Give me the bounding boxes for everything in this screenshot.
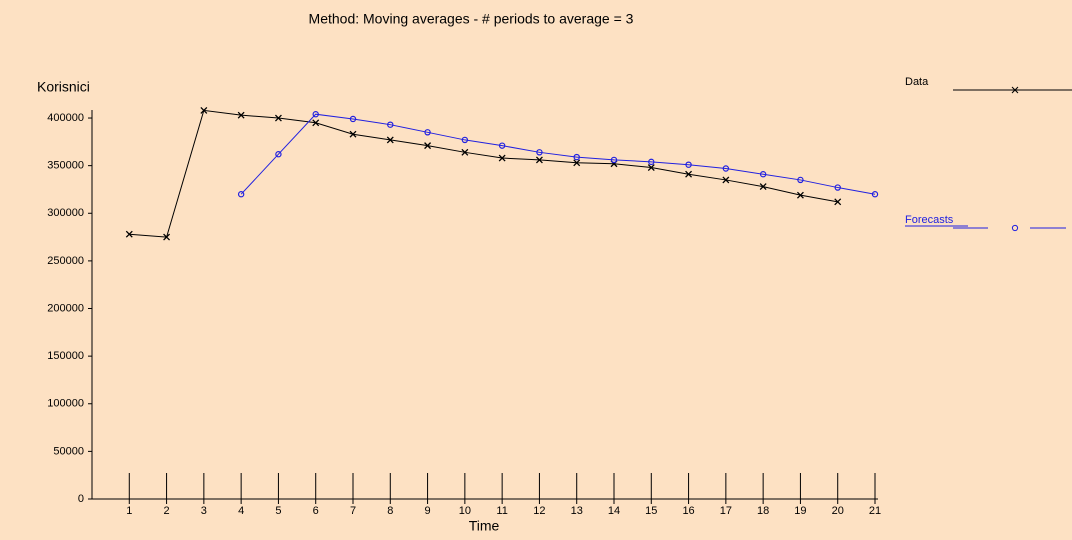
y-tick-label: 0 bbox=[78, 493, 84, 505]
x-tick-label: 11 bbox=[496, 505, 507, 517]
data-point bbox=[387, 121, 394, 128]
x-tick-label: 8 bbox=[387, 505, 393, 517]
x-tick-label: 21 bbox=[869, 505, 881, 517]
data-point bbox=[722, 165, 730, 172]
data-point bbox=[573, 153, 580, 161]
x-tick-label: 19 bbox=[794, 505, 806, 517]
x-tick-label: 9 bbox=[425, 505, 431, 517]
data-point bbox=[536, 149, 543, 156]
x-tick-label: 15 bbox=[645, 505, 657, 517]
y-tick-label: 50000 bbox=[53, 445, 84, 457]
x-tick-label: 2 bbox=[164, 505, 170, 517]
x-tick-label: 13 bbox=[571, 505, 583, 517]
data-point bbox=[274, 114, 282, 122]
data-point bbox=[498, 154, 506, 162]
y-tick-label: 350000 bbox=[47, 160, 84, 172]
data-point bbox=[647, 164, 655, 172]
data-point bbox=[424, 142, 432, 150]
chart-title: Method: Moving averages - # periods to a… bbox=[309, 11, 634, 27]
data-point bbox=[386, 136, 394, 144]
x-tick-label: 5 bbox=[275, 505, 281, 517]
data-point bbox=[797, 176, 804, 184]
x-tick-label: 10 bbox=[459, 505, 471, 517]
data-point bbox=[685, 170, 693, 178]
x-tick-label: 12 bbox=[533, 505, 545, 517]
data-point bbox=[349, 115, 357, 123]
data-point bbox=[759, 171, 767, 178]
y-tick-label: 100000 bbox=[47, 398, 84, 410]
legend-label: Data bbox=[905, 76, 929, 88]
x-tick-label: 7 bbox=[350, 505, 356, 517]
x-tick-label: 17 bbox=[720, 505, 732, 517]
data-point bbox=[759, 183, 767, 191]
y-tick-label: 400000 bbox=[47, 112, 84, 124]
x-axis-label: Time bbox=[469, 518, 500, 534]
data-point bbox=[275, 151, 282, 158]
data-point bbox=[834, 198, 842, 206]
x-tick-label: 14 bbox=[608, 505, 620, 517]
series-line bbox=[129, 109, 838, 238]
x-tick-label: 1 bbox=[126, 505, 132, 517]
series-line bbox=[240, 113, 876, 195]
data-point bbox=[796, 191, 804, 199]
data-point bbox=[722, 176, 730, 184]
legend-marker bbox=[1011, 86, 1019, 94]
y-tick-label: 200000 bbox=[47, 302, 84, 314]
x-tick-label: 6 bbox=[313, 505, 319, 517]
data-point bbox=[461, 136, 469, 144]
y-axis-label: Korisnici bbox=[37, 79, 90, 95]
x-tick-label: 4 bbox=[238, 505, 244, 517]
y-tick-label: 150000 bbox=[47, 350, 84, 362]
data-point bbox=[685, 161, 692, 168]
data-point bbox=[498, 142, 506, 149]
x-tick-label: 20 bbox=[832, 505, 844, 517]
x-tick-label: 16 bbox=[682, 505, 694, 517]
data-point bbox=[200, 106, 208, 114]
y-tick-label: 300000 bbox=[47, 207, 84, 219]
data-point bbox=[834, 184, 841, 191]
data-point bbox=[424, 129, 431, 136]
data-point bbox=[535, 156, 543, 164]
data-point bbox=[648, 158, 655, 166]
data-point bbox=[610, 156, 618, 164]
data-point bbox=[573, 159, 581, 167]
data-point bbox=[312, 119, 320, 127]
x-tick-label: 18 bbox=[757, 505, 769, 517]
legend-label: Forecasts bbox=[905, 214, 954, 226]
data-point bbox=[163, 233, 171, 241]
data-point bbox=[312, 111, 319, 118]
data-point bbox=[461, 148, 469, 156]
data-point bbox=[237, 191, 245, 198]
legend-marker bbox=[1011, 224, 1019, 232]
data-point bbox=[237, 111, 245, 119]
x-tick-label: 3 bbox=[201, 505, 207, 517]
data-point bbox=[871, 191, 879, 198]
y-tick-label: 250000 bbox=[47, 255, 84, 267]
data-point bbox=[125, 230, 133, 238]
data-point bbox=[349, 130, 357, 138]
